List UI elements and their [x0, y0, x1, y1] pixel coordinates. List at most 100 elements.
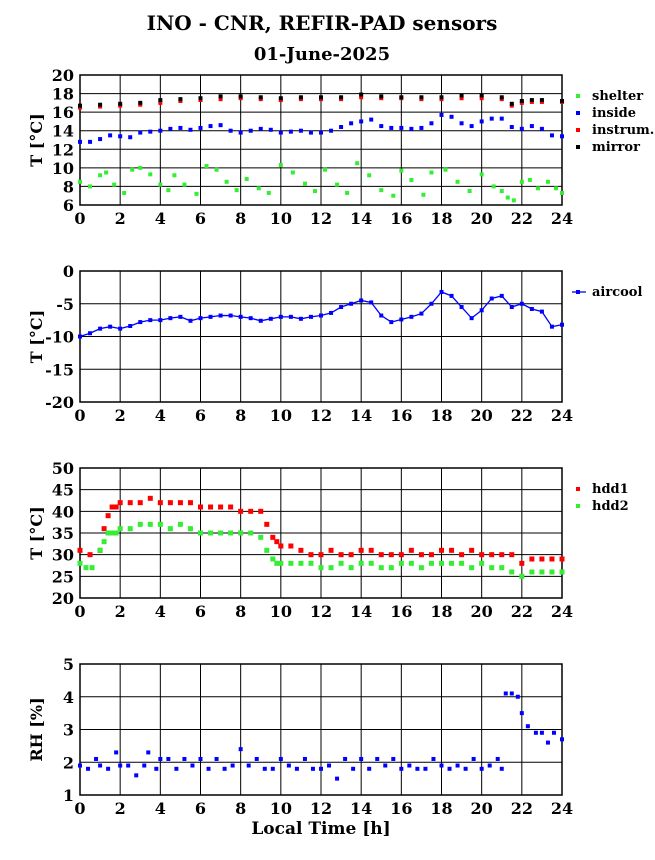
legend-marker	[576, 94, 580, 98]
data-point	[122, 190, 127, 195]
data-point	[104, 170, 109, 175]
data-point	[118, 134, 123, 139]
x-tick-label: 2	[115, 799, 126, 818]
x-tick-label: 16	[390, 602, 412, 621]
data-point	[439, 95, 444, 100]
data-point	[294, 766, 299, 771]
data-point	[298, 95, 303, 100]
data-point	[208, 530, 214, 536]
data-point	[178, 314, 183, 319]
data-point	[83, 565, 89, 571]
data-point	[459, 93, 464, 98]
data-point	[126, 763, 131, 768]
data-point	[539, 309, 544, 314]
data-point	[258, 534, 264, 540]
data-point	[158, 128, 163, 133]
data-point	[238, 130, 243, 135]
data-point	[419, 311, 424, 316]
x-tick-label: 18	[430, 209, 452, 228]
legend-marker	[576, 111, 580, 115]
data-point	[449, 293, 454, 298]
data-point	[302, 181, 307, 186]
y-tick-label: 50	[52, 459, 74, 478]
data-point	[367, 173, 372, 178]
data-point	[560, 134, 564, 139]
data-point	[509, 125, 514, 129]
data-point	[519, 179, 524, 184]
x-tick-label: 14	[350, 799, 372, 818]
data-point	[398, 552, 404, 558]
data-point	[459, 96, 464, 101]
data-point	[137, 500, 143, 506]
y-tick-label: 20	[52, 589, 74, 608]
data-point	[177, 521, 183, 527]
data-point	[118, 763, 123, 768]
legend-label: shelter	[592, 89, 643, 104]
data-point	[539, 556, 545, 562]
data-point	[489, 552, 495, 558]
x-tick-label: 6	[195, 602, 206, 621]
data-point	[174, 766, 179, 771]
data-point	[138, 100, 143, 105]
data-point	[198, 125, 203, 130]
data-point	[266, 190, 271, 195]
y-tick-label: 1	[63, 786, 74, 805]
data-point	[439, 289, 444, 294]
data-point	[391, 756, 396, 761]
data-point	[459, 560, 465, 566]
data-point	[134, 773, 139, 778]
data-point	[138, 165, 143, 170]
data-point	[98, 326, 103, 331]
data-point	[187, 526, 193, 532]
data-point	[262, 766, 267, 771]
x-tick-label: 6	[195, 406, 206, 425]
x-tick-label: 12	[310, 799, 332, 818]
data-point	[298, 128, 303, 133]
data-point	[407, 763, 412, 768]
data-point	[459, 305, 464, 310]
data-point	[158, 756, 163, 761]
legend-label: aircool	[592, 285, 642, 300]
x-tick-label: 10	[270, 406, 292, 425]
data-point	[318, 552, 324, 558]
data-point	[208, 314, 213, 319]
data-point	[302, 756, 307, 761]
data-point	[503, 691, 508, 696]
data-point	[108, 133, 113, 138]
y-tick-label: 30	[52, 546, 74, 565]
data-point	[469, 565, 475, 571]
data-point	[509, 552, 515, 558]
legend-label: hdd2	[592, 499, 629, 514]
y-tick-label: -10	[45, 328, 74, 347]
data-point	[479, 93, 484, 98]
grid	[79, 663, 563, 796]
data-point	[509, 691, 514, 696]
data-point	[218, 504, 224, 510]
data-point	[351, 766, 356, 771]
data-point	[158, 318, 163, 323]
data-point	[248, 530, 254, 536]
data-point	[359, 756, 364, 761]
data-point	[429, 121, 434, 126]
x-tick-label: 20	[471, 799, 493, 818]
data-point	[258, 318, 263, 323]
data-point	[399, 766, 404, 771]
data-point	[491, 184, 496, 189]
x-tick-label: 10	[270, 602, 292, 621]
data-point	[188, 127, 193, 132]
series-hdd1: hdd1	[77, 482, 629, 566]
data-point	[218, 94, 223, 99]
data-point	[499, 95, 504, 100]
data-point	[419, 125, 424, 130]
data-point	[198, 530, 203, 536]
x-tick-label: 10	[270, 209, 292, 228]
data-point	[529, 569, 535, 575]
data-point	[378, 552, 384, 558]
data-point	[270, 534, 276, 540]
data-point	[479, 308, 484, 313]
x-tick-label: 22	[511, 209, 533, 228]
data-point	[258, 126, 263, 131]
data-point	[419, 95, 424, 100]
data-point	[218, 313, 223, 318]
